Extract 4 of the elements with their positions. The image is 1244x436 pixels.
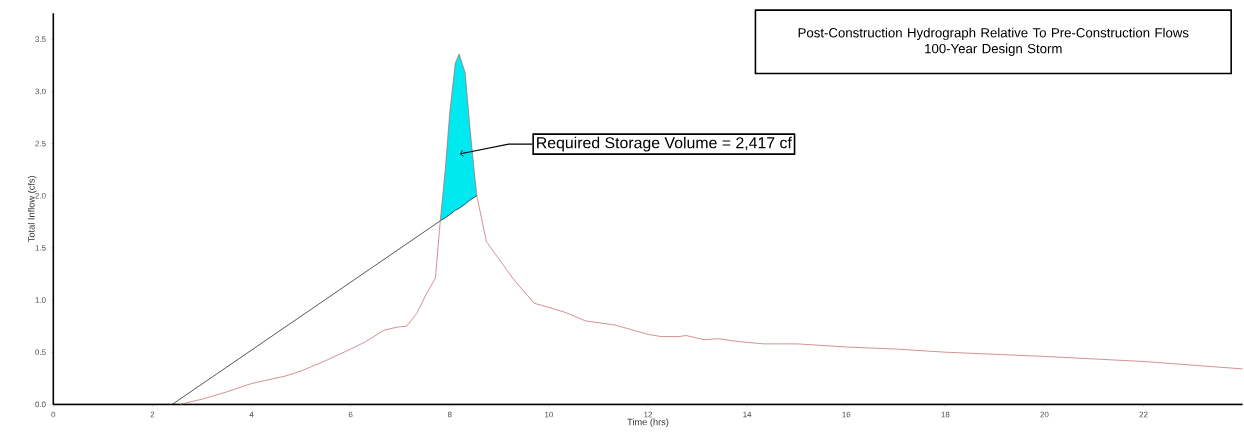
text: 100-Year Design Storm bbox=[925, 43, 1062, 56]
annotation: Required Storage Volume = 2,417 cf bbox=[537, 136, 792, 152]
x-axis-title: Time (hrs) bbox=[627, 418, 669, 428]
text: Post-Construction Hydrograph Relative To Pre-Construction Flows bbox=[798, 27, 1189, 40]
